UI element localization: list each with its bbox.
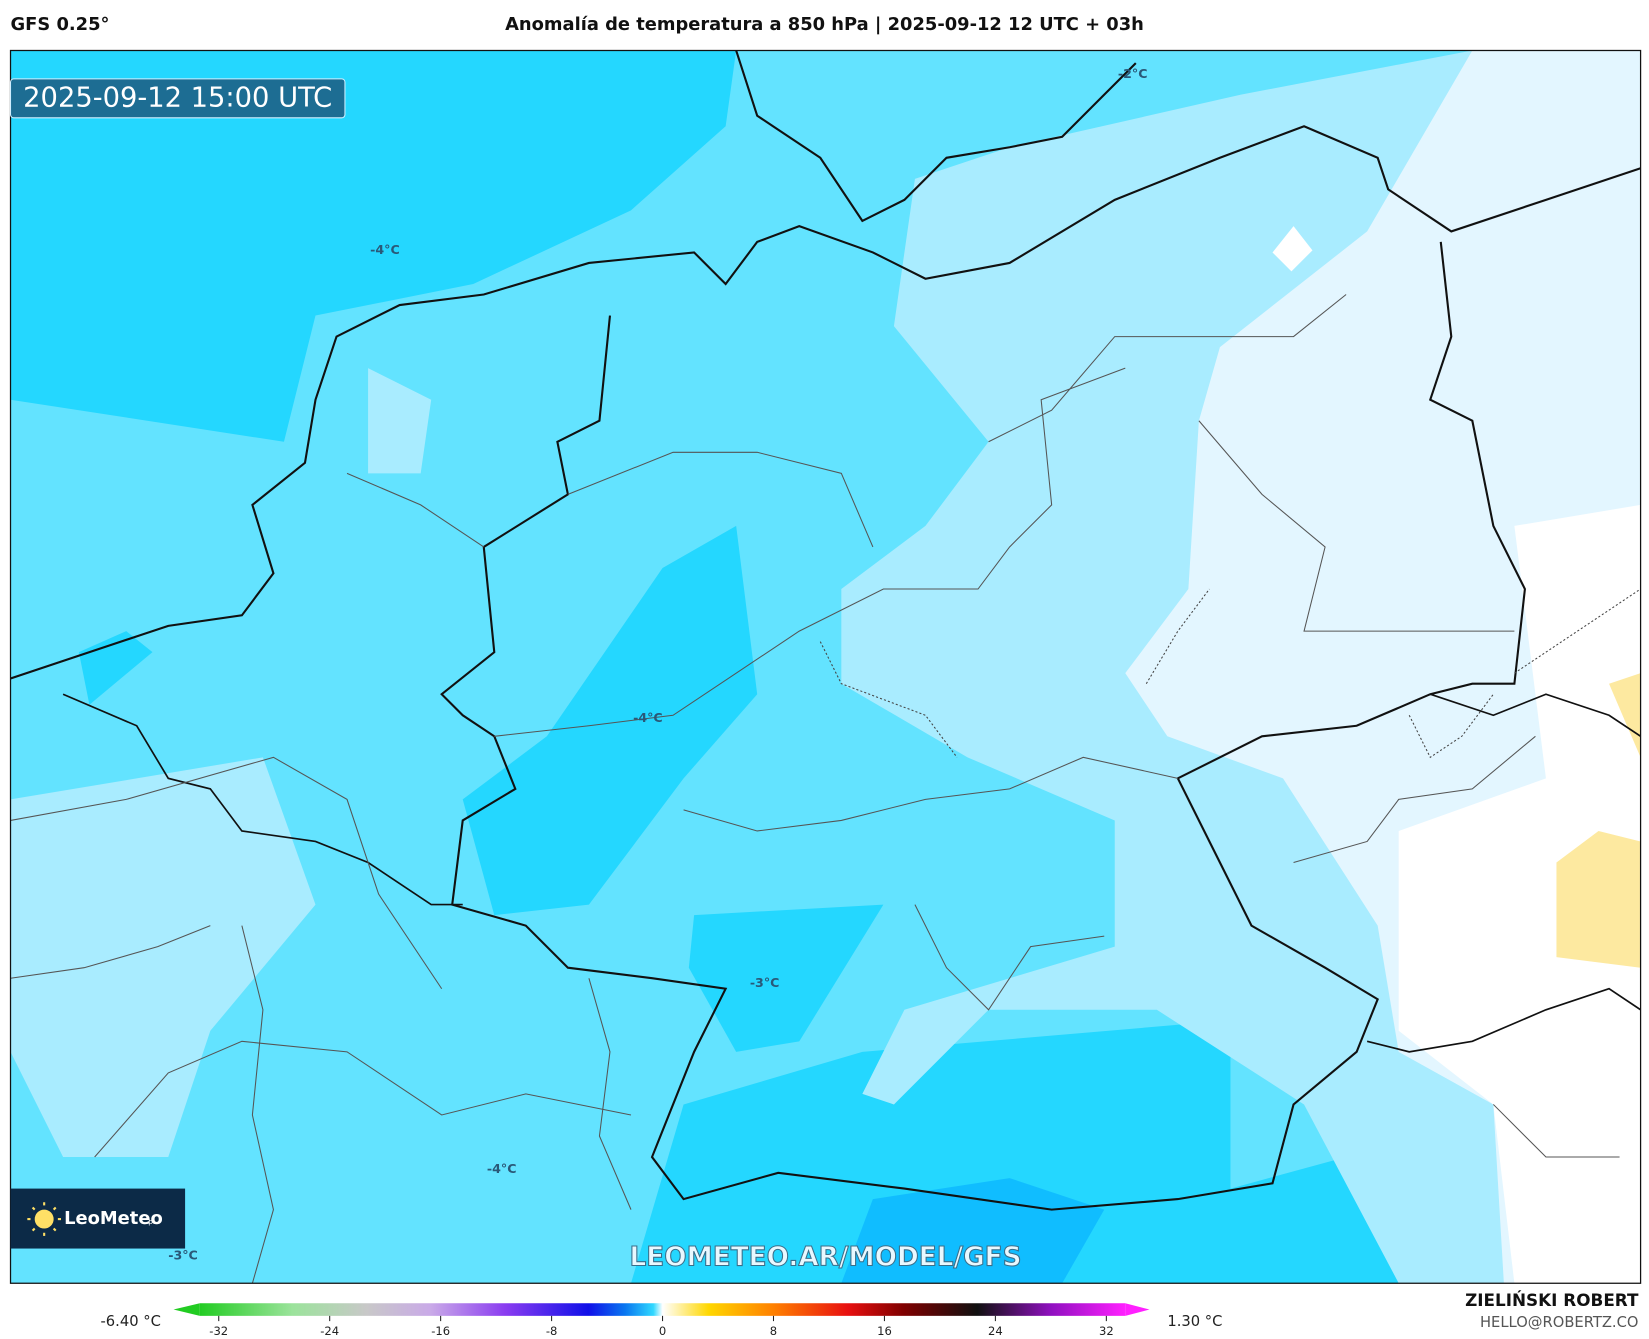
min-label: -6.40 °C bbox=[101, 1313, 161, 1330]
colorbar-tick-label: -32 bbox=[209, 1324, 228, 1338]
colorbar-tick-label: 32 bbox=[1099, 1324, 1114, 1338]
contour-label: -4°C bbox=[487, 1161, 517, 1176]
colorbar-tick-label: 8 bbox=[770, 1324, 777, 1338]
logo-sun bbox=[34, 1209, 54, 1229]
max-label: 1.30 °C bbox=[1167, 1313, 1222, 1330]
contour-label: -3°C bbox=[750, 975, 780, 990]
contour-label: -2°C bbox=[1118, 66, 1148, 81]
watermark: LEOMETEO.AR/MODEL/GFS bbox=[630, 1243, 1022, 1273]
time-box bbox=[9, 78, 346, 119]
colorbar-tick-label: 24 bbox=[988, 1324, 1003, 1338]
colorbar-gradient bbox=[199, 1303, 1126, 1316]
map-title: Anomalía de temperatura a 850 hPa | 2025… bbox=[505, 14, 1144, 35]
colorbar-extend bbox=[1125, 1303, 1150, 1316]
colorbar-tick-label: -24 bbox=[320, 1324, 339, 1338]
contour-label: -4°C bbox=[370, 242, 400, 257]
contact: HELLO@ROBERTZ.CO bbox=[1480, 1314, 1639, 1331]
logo-text: LeoMeteo bbox=[64, 1208, 163, 1229]
author: ZIELIŃSKI ROBERT bbox=[1465, 1289, 1639, 1310]
contour-label: -3°C bbox=[168, 1247, 198, 1262]
colorbar-tick-label: -8 bbox=[546, 1324, 558, 1338]
map-frame bbox=[9, 49, 1642, 1284]
colorbar-tick-label: 0 bbox=[659, 1324, 666, 1338]
colorbar-tick-label: -16 bbox=[431, 1324, 450, 1338]
model-label: GFS 0.25° bbox=[11, 14, 110, 35]
colorbar-extend bbox=[173, 1303, 200, 1316]
logo-rays bbox=[27, 1202, 61, 1236]
colorbar-tick-label: 16 bbox=[877, 1324, 892, 1338]
colorbar bbox=[173, 1303, 1150, 1316]
contour-label: -4°C bbox=[633, 710, 663, 725]
map: -2°C -4°C -4°C -3°C -4°C -3°C LEOMETEO.A… bbox=[10, 50, 1641, 1284]
valid-time: 2025-09-12 15:00 UTC bbox=[23, 82, 332, 113]
logo-suffix: pl bbox=[148, 1217, 155, 1226]
